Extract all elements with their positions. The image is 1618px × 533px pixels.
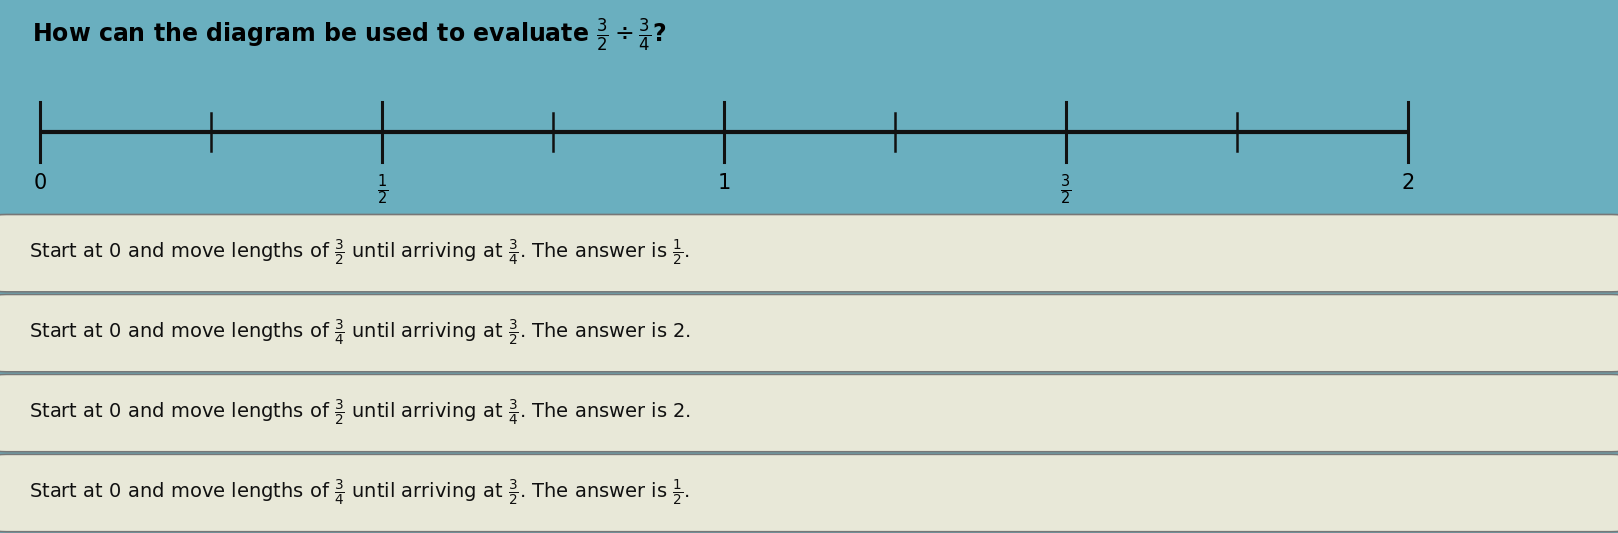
Text: Start at 0 and move lengths of $\frac{3}{4}$ until arriving at $\frac{3}{2}$. Th: Start at 0 and move lengths of $\frac{3}… [29, 478, 689, 508]
Text: $\frac{3}{2}$: $\frac{3}{2}$ [1060, 173, 1071, 207]
FancyBboxPatch shape [0, 294, 1618, 372]
FancyBboxPatch shape [0, 214, 1618, 292]
Text: 1: 1 [717, 173, 731, 193]
Text: Start at 0 and move lengths of $\frac{3}{2}$ until arriving at $\frac{3}{4}$. Th: Start at 0 and move lengths of $\frac{3}… [29, 238, 689, 268]
Text: 0: 0 [34, 173, 47, 193]
Text: Start at 0 and move lengths of $\frac{3}{2}$ until arriving at $\frac{3}{4}$. Th: Start at 0 and move lengths of $\frac{3}… [29, 398, 691, 428]
Text: Start at 0 and move lengths of $\frac{3}{4}$ until arriving at $\frac{3}{2}$. Th: Start at 0 and move lengths of $\frac{3}… [29, 318, 691, 348]
FancyBboxPatch shape [0, 374, 1618, 452]
FancyBboxPatch shape [0, 454, 1618, 532]
Text: How can the diagram be used to evaluate $\frac{3}{2} \div \frac{3}{4}$?: How can the diagram be used to evaluate … [32, 17, 667, 54]
Text: $\frac{1}{2}$: $\frac{1}{2}$ [377, 173, 388, 207]
Text: 2: 2 [1401, 173, 1414, 193]
